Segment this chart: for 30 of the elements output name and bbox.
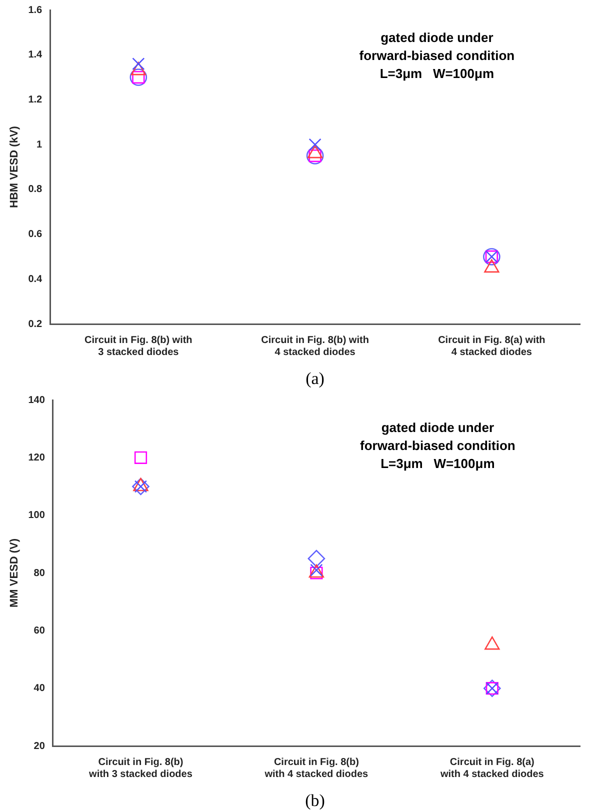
- y-tick-label: 0.6: [28, 229, 43, 240]
- y-tick-label: 100: [28, 510, 46, 522]
- y-axis-title: MM VESD (V): [8, 538, 21, 608]
- x-tick-label: Circuit in Fig. 8(b) with 3 stacked diodes: [84, 334, 192, 358]
- y-tick-label: 1.6: [28, 4, 43, 16]
- y-tick-label: 1.4: [28, 50, 43, 61]
- y-tick-label: 0.2: [28, 318, 43, 330]
- y-tick-label: 1.2: [28, 94, 43, 106]
- y-tick-label: 1: [36, 139, 43, 150]
- annotation: gated diode under forward-biased condition L=3μm W=100μm: [360, 420, 516, 472]
- x-tick-label: Circuit in Fig. 8(a) with 4 stacked diodes: [438, 334, 546, 358]
- y-tick-label: 40: [34, 683, 46, 694]
- x-tick-label: Circuit in Fig. 8(a) with 4 stacked diodes: [439, 756, 544, 780]
- x-tick-label: Circuit in Fig. 8(b) with 4 stacked diodes: [261, 334, 369, 358]
- annotation: gated diode under forward-biased condition L=3μm W=100μm: [359, 30, 515, 82]
- x-tick-label: Circuit in Fig. 8(b) with 4 stacked diodes: [264, 756, 369, 780]
- point: [308, 550, 326, 568]
- y-tick-label: 60: [34, 625, 46, 636]
- y-tick-label: 140: [28, 394, 46, 406]
- x-tick-label: Circuit in Fig. 8(b) with 3 stacked diodes: [88, 756, 193, 780]
- point: [134, 451, 148, 464]
- text: (a): [304, 368, 326, 390]
- y-tick-label: 0.8: [28, 184, 43, 196]
- y-tick-label: 120: [28, 452, 46, 464]
- y-tick-label: 80: [34, 568, 46, 579]
- y-axis-title: HBM VESD (kV): [8, 126, 21, 208]
- y-tick-label: 20: [34, 740, 46, 752]
- point: [308, 138, 322, 151]
- text: (b): [304, 790, 326, 812]
- y-tick-label: 0.4: [28, 274, 43, 285]
